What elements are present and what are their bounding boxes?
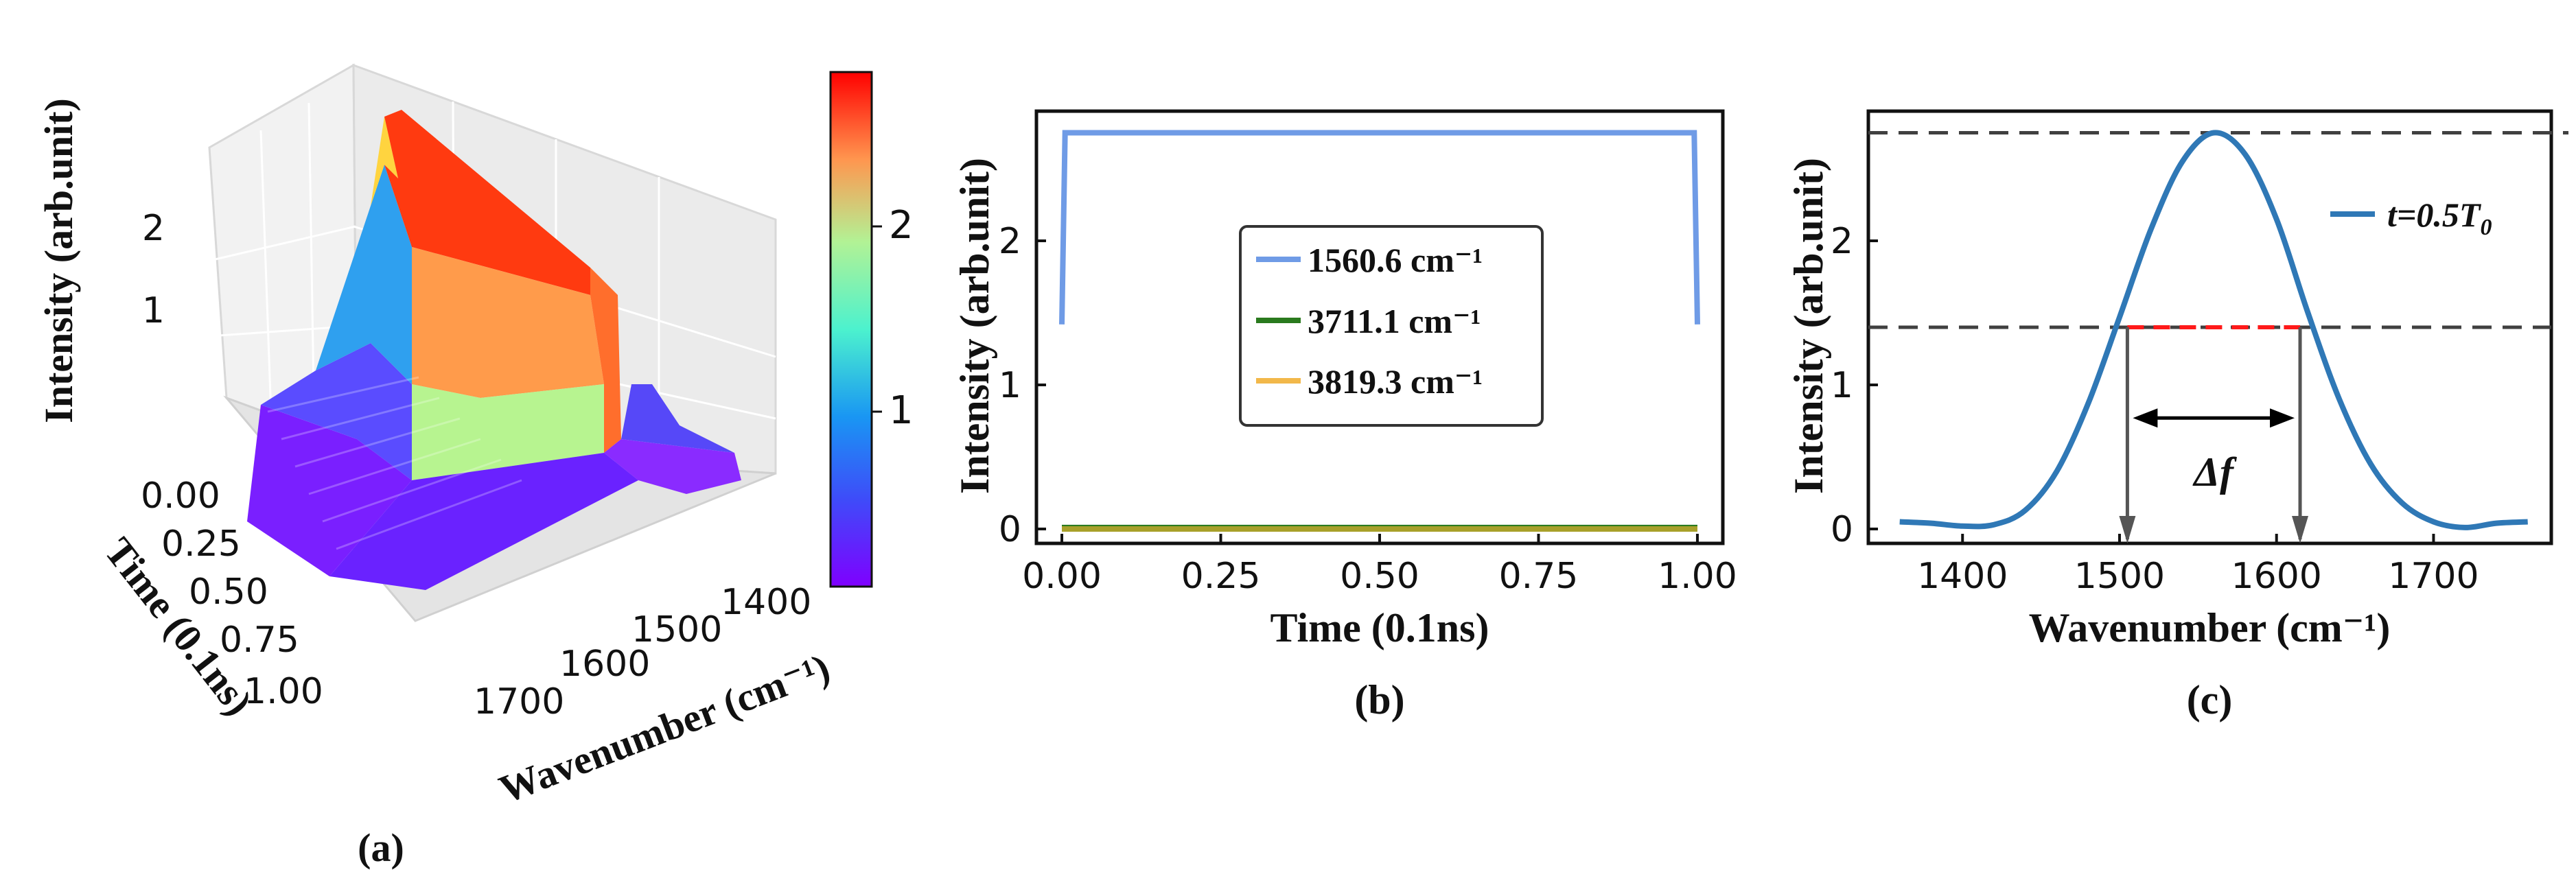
caption-b: (b) bbox=[1354, 677, 1404, 722]
x-axis-label-b: Time (0.1ns) bbox=[1270, 605, 1489, 650]
b-xtick-label: 0.75 bbox=[1499, 556, 1579, 597]
series-c bbox=[1899, 130, 2528, 530]
surface-plot bbox=[247, 110, 741, 590]
y-ticks-b: 0 1 2 bbox=[999, 221, 1046, 550]
wn-tick-1400: 1400 bbox=[721, 582, 811, 623]
b-ytick-label: 0 bbox=[999, 509, 1021, 550]
time-tick-4: 1.00 bbox=[244, 671, 323, 712]
b-ytick-label: 1 bbox=[999, 365, 1021, 406]
wn-tick-1700: 1700 bbox=[474, 681, 564, 722]
c-xtick-label: 1400 bbox=[1917, 556, 2008, 597]
panel-c: 0 1 2 1400 1500 1600 1700 Δf t=0.5T0 Wavenumb… bbox=[1786, 109, 2568, 722]
c-ytick-label: 2 bbox=[1831, 221, 1853, 262]
delta-f-label: Δf bbox=[2192, 449, 2237, 495]
time-tick-3: 0.75 bbox=[220, 620, 299, 661]
time-tick-2: 0.50 bbox=[189, 572, 268, 613]
panel-b: 0 1 2 0.00 0.25 0.50 0.75 1.00 1560.6 cm⁻¹ 371… bbox=[952, 109, 1737, 722]
x-ticks-c: 1400 1500 1600 1700 bbox=[1917, 534, 2479, 597]
x-ticks-b: 0.00 0.25 0.50 0.75 1.00 bbox=[1022, 534, 1737, 597]
z-tick-1: 1 bbox=[142, 290, 165, 331]
wn-tick-1500: 1500 bbox=[631, 609, 722, 650]
b-xtick-label: 0.00 bbox=[1022, 556, 1102, 597]
time-tick-1: 0.25 bbox=[161, 523, 241, 565]
c-ytick-label: 0 bbox=[1831, 509, 1853, 550]
colorbar-label-1: 1 bbox=[889, 388, 914, 433]
y-axis-label-c: Intensity (arb.unit) bbox=[1786, 158, 1831, 494]
b-ytick-label: 2 bbox=[999, 221, 1021, 262]
legend-box-b bbox=[1239, 225, 1544, 427]
legend-c: t=0.5T0 bbox=[2330, 196, 2492, 240]
legend-label-3711: 3711.1 cm⁻¹ bbox=[1308, 302, 1481, 340]
delta-f-arrow-right bbox=[2270, 408, 2295, 428]
delta-f-arrow-left bbox=[2133, 408, 2158, 428]
legend-b: 1560.6 cm⁻¹ 3711.1 cm⁻¹ 3819.3 cm⁻¹ bbox=[1239, 225, 1544, 427]
caption-c: (c) bbox=[2187, 677, 2233, 722]
legend-label-3819: 3819.3 cm⁻¹ bbox=[1308, 362, 1483, 401]
c-xtick-label: 1500 bbox=[2074, 556, 2165, 597]
c-xtick-label: 1700 bbox=[2388, 556, 2479, 597]
c-ytick-label: 1 bbox=[1831, 365, 1853, 406]
b-xtick-label: 0.50 bbox=[1340, 556, 1419, 597]
b-xtick-label: 1.00 bbox=[1658, 556, 1737, 597]
fwhm-arrow-head bbox=[2292, 516, 2309, 543]
legend-label-1560: 1560.6 cm⁻¹ bbox=[1308, 241, 1483, 279]
b-xtick-label: 0.25 bbox=[1181, 556, 1261, 597]
fwhm-arrow-head bbox=[2119, 516, 2136, 543]
series-b bbox=[1059, 130, 1700, 532]
time-tick-0: 0.00 bbox=[141, 475, 220, 517]
c-xtick-label: 1600 bbox=[2231, 556, 2322, 597]
y-ticks-c: 0 1 2 bbox=[1831, 221, 1878, 550]
caption-a: (a) bbox=[358, 825, 404, 870]
z-axis-label: Intensity (arb.unit) bbox=[36, 98, 81, 423]
series-line-1560 bbox=[1059, 130, 1700, 325]
annotations-c: Δf bbox=[1868, 131, 2568, 543]
y-axis-label-b: Intensity (arb.unit) bbox=[952, 158, 997, 494]
colorbar-label-2: 2 bbox=[889, 203, 914, 248]
z-tick-2: 2 bbox=[142, 208, 165, 249]
spectrum-curve bbox=[1899, 130, 2528, 530]
colorbar bbox=[829, 71, 873, 588]
legend-label-c: t=0.5T0 bbox=[2387, 196, 2492, 240]
x-axis-label-c: Wavenumber (cm⁻¹) bbox=[2029, 605, 2391, 650]
panel-a: 2 1 Intensity (arb.unit) 0.00 0.25 0.50 … bbox=[36, 63, 914, 870]
wn-tick-1600: 1600 bbox=[559, 644, 650, 685]
wavenumber-axis-label: Wavenumber (cm⁻¹) bbox=[494, 645, 836, 812]
